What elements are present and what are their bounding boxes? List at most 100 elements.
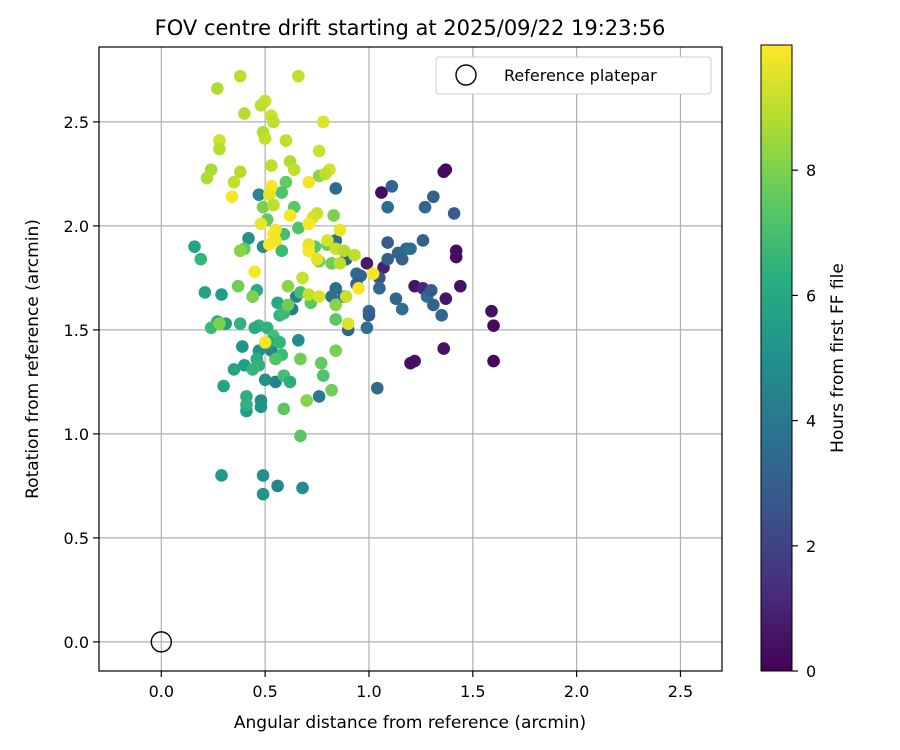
- data-point: [227, 175, 241, 189]
- data-point: [316, 369, 330, 382]
- data-point: [395, 302, 409, 316]
- data-point: [437, 165, 451, 179]
- data-point: [281, 279, 295, 293]
- data-point: [256, 469, 270, 482]
- data-point: [269, 352, 282, 366]
- data-point: [292, 333, 305, 347]
- y-tick-label: 2.0: [64, 217, 89, 236]
- data-point: [329, 344, 343, 357]
- data-point: [485, 304, 498, 318]
- data-point: [321, 234, 334, 247]
- data-point: [487, 319, 500, 333]
- data-point: [310, 252, 324, 266]
- data-point: [273, 336, 286, 349]
- legend-box: [435, 56, 712, 95]
- data-point: [287, 163, 301, 177]
- data-point: [360, 321, 374, 335]
- data-point: [233, 165, 247, 179]
- y-tick-label: 0.5: [64, 529, 89, 548]
- data-point: [281, 298, 295, 312]
- x-tick-label: 1.5: [460, 682, 485, 701]
- data-point: [279, 134, 293, 147]
- x-tick-label: 1.0: [356, 682, 381, 701]
- data-point: [487, 354, 500, 368]
- data-point: [211, 82, 224, 95]
- data-point: [254, 98, 268, 112]
- data-point: [366, 267, 380, 281]
- legend: Reference platepar: [435, 56, 712, 95]
- chart-title: FOV centre drift starting at 2025/09/22 …: [155, 16, 666, 40]
- data-point: [233, 317, 247, 330]
- data-point: [215, 288, 228, 301]
- data-point: [296, 481, 309, 495]
- data-point: [279, 175, 293, 189]
- y-tick-label: 1.0: [64, 425, 89, 444]
- data-point: [312, 144, 326, 158]
- data-point: [246, 363, 259, 376]
- colorbar-tick-label: 8: [806, 161, 816, 180]
- colorbar-ticks: 0 2 4 6 8: [792, 161, 816, 681]
- plot-frame: [98, 46, 723, 672]
- reference-platepar-point: [150, 631, 173, 653]
- data-point: [254, 217, 268, 231]
- data-point: [265, 159, 278, 172]
- data-point: [424, 284, 438, 297]
- data-point: [325, 383, 338, 397]
- data-point: [302, 175, 316, 189]
- data-point: [283, 209, 297, 222]
- data-point: [262, 238, 276, 251]
- x-tick-label: 2.0: [564, 682, 589, 701]
- data-point: [227, 363, 241, 376]
- data-point: [329, 313, 343, 326]
- data-point: [240, 398, 253, 412]
- data-point: [381, 200, 394, 214]
- data-point: [262, 188, 276, 201]
- data-point: [333, 257, 347, 270]
- data-point: [312, 290, 326, 303]
- data-point: [198, 286, 212, 299]
- data-point: [316, 115, 330, 129]
- data-point: [454, 279, 467, 293]
- data-point: [233, 69, 247, 83]
- data-point: [233, 244, 247, 258]
- data-point: [296, 271, 309, 285]
- grid-lines: [99, 47, 722, 671]
- data-point: [283, 375, 297, 389]
- reference-marker: [150, 631, 173, 653]
- x-axis-label: Angular distance from reference (arcmin): [234, 713, 586, 733]
- x-tick-label: 0.0: [149, 682, 174, 701]
- data-point: [341, 317, 355, 330]
- data-point: [302, 244, 316, 258]
- data-point: [292, 69, 305, 83]
- data-point: [275, 244, 289, 258]
- data-point: [416, 234, 430, 247]
- data-point: [231, 279, 245, 293]
- legend-reference-marker: [455, 64, 477, 86]
- colorbar-gradient: [760, 44, 793, 672]
- data-point: [217, 379, 230, 393]
- data-point: [427, 190, 440, 204]
- colorbar-tick-label: 2: [806, 537, 816, 556]
- data-point: [267, 198, 280, 212]
- data-point: [294, 429, 307, 443]
- data-point: [292, 221, 305, 235]
- colorbar-tick-label: 6: [806, 286, 816, 305]
- y-axis-label: Rotation from reference (arcmin): [23, 219, 43, 499]
- data-point: [381, 236, 394, 249]
- x-axis-ticks: 0.0 0.5 1.0 1.5 2.0 2.5: [149, 671, 693, 701]
- colorbar: 0 2 4 6 8 Hours from first FF file: [760, 44, 848, 681]
- data-point: [312, 390, 326, 403]
- data-point: [242, 232, 255, 245]
- data-point: [271, 479, 284, 493]
- colorbar-tick-label: 0: [806, 662, 816, 681]
- data-point: [348, 248, 361, 262]
- data-point: [302, 288, 316, 301]
- data-point: [254, 400, 268, 414]
- data-point: [294, 352, 307, 366]
- data-point: [213, 142, 226, 156]
- colorbar-label: Hours from first FF file: [828, 263, 848, 453]
- data-point: [360, 257, 374, 270]
- data-point: [404, 356, 417, 370]
- data-point: [215, 469, 228, 482]
- data-point: [225, 190, 239, 204]
